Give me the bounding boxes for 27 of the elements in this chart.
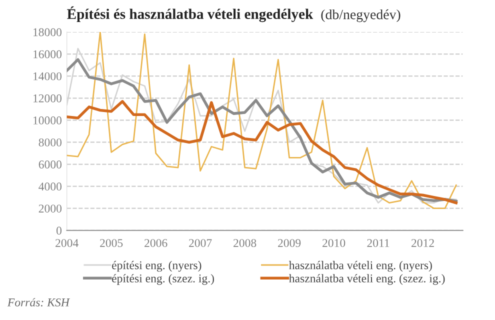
x-tick-label: 2005 xyxy=(100,239,123,248)
y-tick-label: 10000 xyxy=(33,116,62,124)
legend-label: építési eng. (nyers) xyxy=(112,260,202,272)
y-tick-label: 8000 xyxy=(38,138,62,146)
x-tick-label: 2004 xyxy=(56,239,78,248)
line-series xyxy=(66,100,458,204)
x-tick-label: 2007 xyxy=(189,239,212,248)
legend-label: építési eng. (szez. ig.) xyxy=(112,274,214,285)
legend-label: használatba vételi eng. (nyers) xyxy=(288,260,432,272)
chart-subtitle: (db/negyedév) xyxy=(321,9,400,22)
x-tick-label: 2010 xyxy=(322,239,346,248)
x-tick-label: 2012 xyxy=(411,239,434,248)
y-tick-label: 12000 xyxy=(33,94,62,102)
x-tick-label: 2008 xyxy=(234,239,256,248)
y-tick-label: 0 xyxy=(56,226,62,235)
y-tick-label: 16000 xyxy=(33,50,62,58)
x-tick-label: 2006 xyxy=(144,239,168,248)
text: Forrás: KSH xyxy=(7,298,70,306)
chart-title: Építési és használatba vételi engedélyek xyxy=(67,6,314,22)
y-tick-label: 18000 xyxy=(33,28,62,36)
x-tick-label: 2011 xyxy=(367,239,390,248)
y-tick-label: 4000 xyxy=(38,182,62,191)
y-tick-label: 2000 xyxy=(38,204,62,213)
x-tick-label: 2009 xyxy=(278,239,301,248)
y-tick-label: 6000 xyxy=(38,160,62,168)
y-tick-label: 14000 xyxy=(33,72,62,80)
legend-label: használatba vételi eng. (szez. ig.) xyxy=(288,274,445,285)
